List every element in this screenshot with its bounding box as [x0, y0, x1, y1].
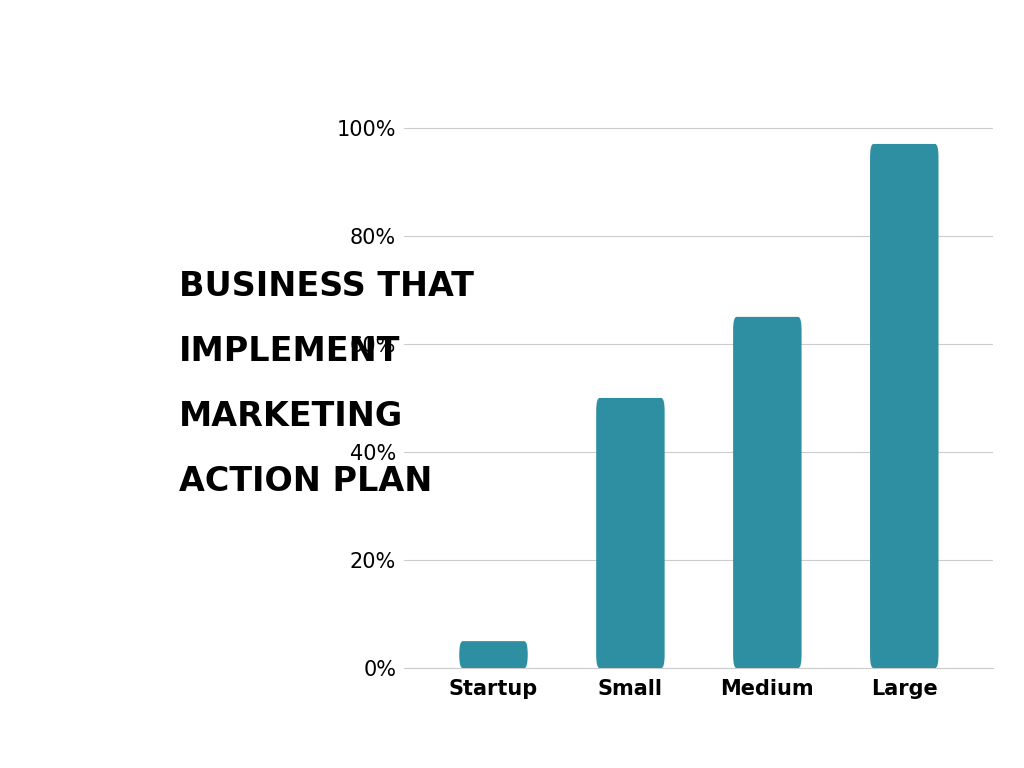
- Bar: [596, 398, 665, 668]
- Text: MARKETING: MARKETING: [179, 400, 403, 433]
- Text: BUSINESS THAT: BUSINESS THAT: [179, 270, 474, 303]
- Bar: [870, 144, 939, 668]
- Bar: [733, 317, 802, 668]
- Text: ACTION PLAN: ACTION PLAN: [179, 465, 432, 498]
- FancyBboxPatch shape: [870, 144, 939, 668]
- FancyBboxPatch shape: [459, 641, 527, 668]
- FancyBboxPatch shape: [733, 317, 802, 668]
- Bar: [459, 641, 527, 668]
- FancyBboxPatch shape: [596, 398, 665, 668]
- Text: IMPLEMENT: IMPLEMENT: [179, 335, 400, 368]
